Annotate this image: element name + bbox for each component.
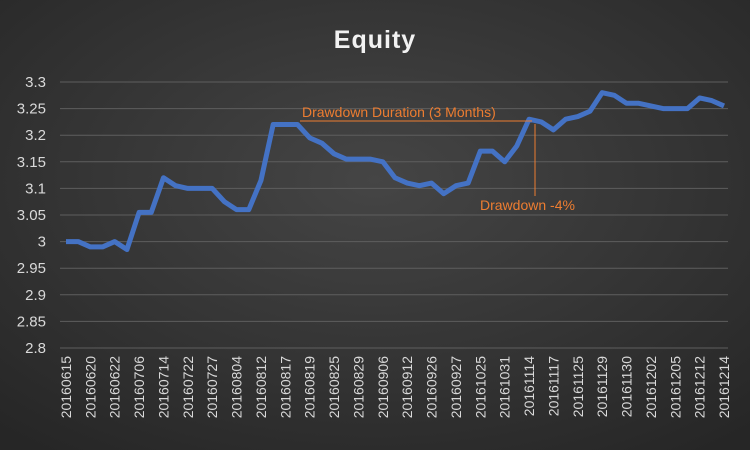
x-tick-label: 20161212 (692, 356, 708, 419)
x-tick-label: 20161125 (570, 356, 586, 417)
y-tick-label: 3.15 (17, 154, 46, 171)
x-tick-label: 20160615 (58, 356, 74, 419)
x-tick-label: 20161214 (716, 356, 732, 419)
y-tick-label: 3.2 (25, 127, 46, 144)
y-tick-label: 3.25 (17, 101, 46, 118)
x-tick-label: 20160825 (326, 356, 342, 419)
x-tick-label: 20160912 (399, 356, 415, 419)
annotation: Drawdown Duration (3 Months) (302, 104, 496, 120)
x-tick-label: 20161130 (619, 356, 635, 417)
x-tick-label: 20160620 (82, 356, 98, 419)
x-tick-label: 20160804 (229, 356, 245, 419)
x-tick-label: 20160812 (253, 356, 269, 419)
x-tick-label: 20160819 (302, 356, 318, 419)
y-tick-label: 3.1 (25, 180, 46, 197)
x-tick-label: 20160706 (131, 356, 147, 419)
x-tick-label: 20160927 (448, 356, 464, 419)
x-tick-label: 20161129 (594, 356, 610, 417)
equity-line (66, 90, 725, 253)
x-tick-label: 20161202 (643, 356, 659, 419)
x-tick-label: 20160714 (155, 356, 171, 419)
y-tick-label: 2.9 (25, 287, 46, 304)
x-tick-label: 20160829 (350, 356, 366, 419)
y-tick-label: 3.3 (25, 74, 46, 91)
chart-title: Equity (334, 26, 416, 54)
x-tick-label: 20160727 (204, 356, 220, 419)
grid (60, 81, 728, 349)
x-tick-label: 20161025 (472, 356, 488, 419)
x-tick-label: 20161117 (545, 356, 561, 416)
y-tick-label: 2.8 (25, 340, 46, 357)
x-tick-label: 20160722 (180, 356, 196, 419)
annotations: Drawdown Duration (3 Months) Drawdown -4% (300, 104, 575, 213)
x-tick-label: 20161114 (521, 356, 537, 416)
x-tick-label: 20160906 (375, 356, 391, 419)
axes: 2.8 2.85 2.9 2.95 3 3.05 3.1 3.15 3.2 3.25 3.3 2016… (17, 74, 732, 418)
y-tick-label: 2.95 (17, 260, 46, 277)
x-tick-label: 20160817 (277, 356, 293, 419)
x-tick-label: 20161031 (497, 356, 513, 419)
y-tick-label: 3 (38, 234, 46, 251)
marks (66, 90, 725, 253)
x-tick-label: 20160926 (424, 356, 440, 419)
annotation: Drawdown -4% (480, 197, 575, 213)
y-tick-label: 2.85 (17, 313, 46, 330)
y-tick-label: 3.05 (17, 207, 46, 224)
x-tick-label: 20160622 (107, 356, 123, 419)
x-tick-label: 20161205 (667, 356, 683, 419)
